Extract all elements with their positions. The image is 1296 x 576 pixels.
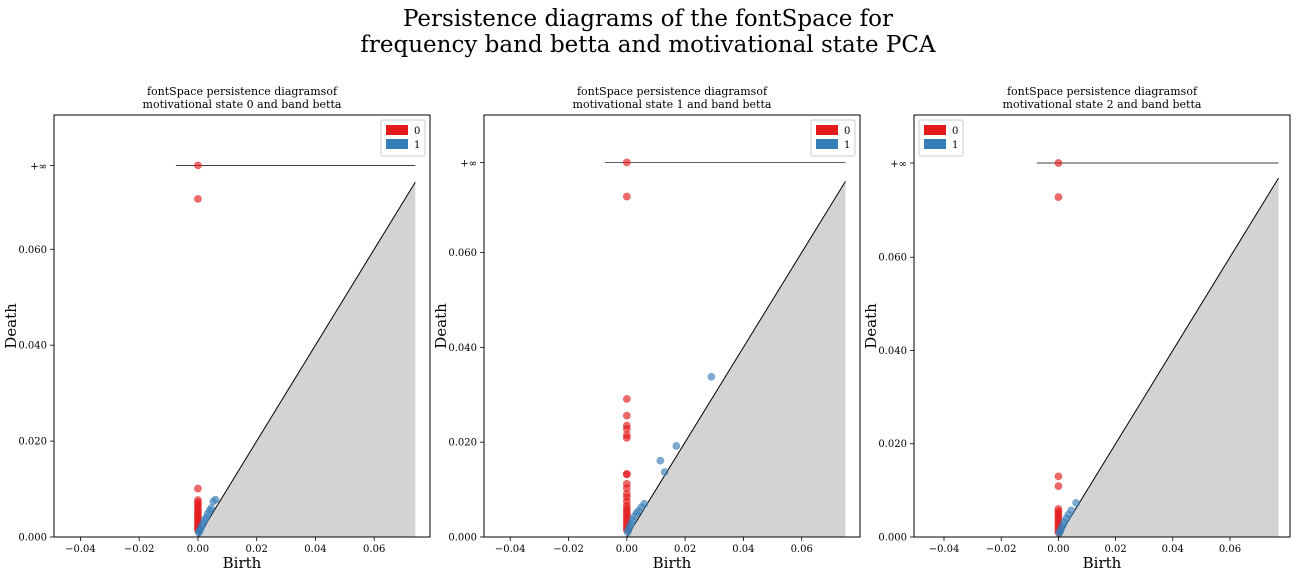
point-h1-11 [194,528,203,537]
y-tick-label: 0.060 [878,253,907,264]
y-axis-label: Death [2,303,20,349]
legend-swatch-0 [924,125,946,135]
x-tick-label: −0.04 [929,544,960,555]
y-axis-label: Death [862,303,880,349]
legend-label-1: 1 [952,140,958,151]
figure-title: Persistence diagrams of the fontSpace fo… [0,6,1296,58]
x-tick-label: 0.04 [1162,544,1184,555]
x-tick-label: 0.02 [674,544,696,555]
point-h1-3 [660,468,669,476]
legend-label-0: 0 [414,126,420,137]
legend-swatch-1 [924,139,946,149]
point-h0-1 [622,192,631,201]
y-tick-label: 0.000 [448,533,477,544]
point-h1-1 [209,497,218,506]
y-tick-label: 0.040 [878,346,907,357]
y-tick-label: 0.040 [18,341,47,352]
legend-swatch-1 [816,139,838,149]
y-tick-label-infinity: +∞ [30,161,47,172]
point-h0-0 [1054,159,1063,167]
legend-swatch-0 [386,125,408,135]
x-axis-label: Birth [223,554,262,572]
axes-frame [913,114,1291,538]
y-tick-label: 0.020 [18,437,47,448]
legend-label-0: 0 [952,126,958,137]
diagonal-line [626,181,846,538]
y-tick-label: 0.060 [448,248,477,259]
point-h1-2 [656,456,665,465]
point-h0-0 [194,161,202,170]
point-h0-3 [622,411,631,420]
axes-frame [483,114,861,538]
y-tick-label: 0.020 [878,439,907,450]
point-h0-2 [1054,472,1063,481]
subplot-title-line-2: motivational state 1 and band betta [573,98,772,111]
subplot-title-line-1: fontSpace persistence diagramsof [1007,85,1198,98]
legend: 01 [810,119,856,157]
legend-label-1: 1 [414,140,420,151]
x-tick-label: 0.06 [363,544,385,555]
point-h0-0 [622,158,631,167]
legend-label-1: 1 [844,140,850,151]
x-tick-label: 0.04 [732,544,754,555]
y-tick-label: 0.000 [18,533,47,544]
x-tick-label: −0.04 [65,544,96,555]
figure-title-line-2: frequency band betta and motivational st… [360,32,936,58]
point-h0-9 [622,470,631,479]
x-tick-label: −0.02 [124,544,155,555]
y-tick-label-infinity: +∞ [460,158,477,169]
x-tick-label: 0.06 [1219,544,1241,555]
x-axis-label: Birth [653,554,692,572]
x-tick-label: 0.00 [616,544,638,555]
diagonal-line [1057,177,1279,538]
point-h1-8 [1055,529,1064,538]
subplot-title-line-2: motivational state 2 and band betta [1003,98,1202,111]
y-tick-label: 0.020 [448,438,477,449]
x-tick-label: 0.00 [187,544,209,555]
point-h0-7 [622,434,631,442]
subplot-title-line-1: fontSpace persistence diagramsof [147,85,338,98]
axes-frame [53,114,431,538]
y-tick-label: 0.040 [448,343,477,354]
point-h1-0 [707,372,716,381]
point-h0-1 [1054,193,1063,201]
x-axis-label: Birth [1083,554,1122,572]
x-tick-label: −0.02 [986,544,1017,555]
legend: 01 [918,119,964,157]
point-h0-3 [1054,482,1063,491]
subplot-1: −0.04 −0.02 0.00 0.02 0.04 0.06 0.000 0.020 0.04… [432,85,861,572]
legend-swatch-0 [816,125,838,135]
y-tick-label: 0.060 [18,245,47,256]
y-tick-label-infinity: +∞ [890,159,907,170]
legend-swatch-1 [386,139,408,149]
point-h0-2 [622,395,631,403]
x-tick-label: −0.02 [553,544,584,555]
point-h1-0 [1072,499,1081,507]
point-h1-1 [672,442,681,450]
subplot-2: −0.04 −0.02 0.00 0.02 0.04 0.06 0.000 0.020 0.04… [862,85,1291,572]
x-tick-label: 0.02 [1104,544,1126,555]
x-tick-label: 0.02 [246,544,268,555]
subplot-title-line-1: fontSpace persistence diagramsof [577,85,768,98]
x-tick-label: 0.04 [304,544,326,555]
diagonal-line [197,181,416,538]
subplot-title-line-2: motivational state 0 and band betta [143,98,342,111]
y-axis-label: Death [432,303,450,349]
legend: 01 [380,119,426,157]
x-tick-label: 0.00 [1047,544,1069,555]
x-tick-label: −0.04 [495,544,526,555]
figure-title-line-1: Persistence diagrams of the fontSpace fo… [402,6,894,32]
legend-label-0: 0 [844,126,850,137]
x-tick-label: 0.06 [791,544,813,555]
point-h0-2 [194,484,202,493]
subplot-0: −0.04 −0.02 0.00 0.02 0.04 0.06 0.000 0.020 0.04… [2,85,431,572]
point-h0-1 [194,195,202,203]
y-tick-label: 0.000 [878,533,907,544]
point-h1-13 [623,528,632,537]
